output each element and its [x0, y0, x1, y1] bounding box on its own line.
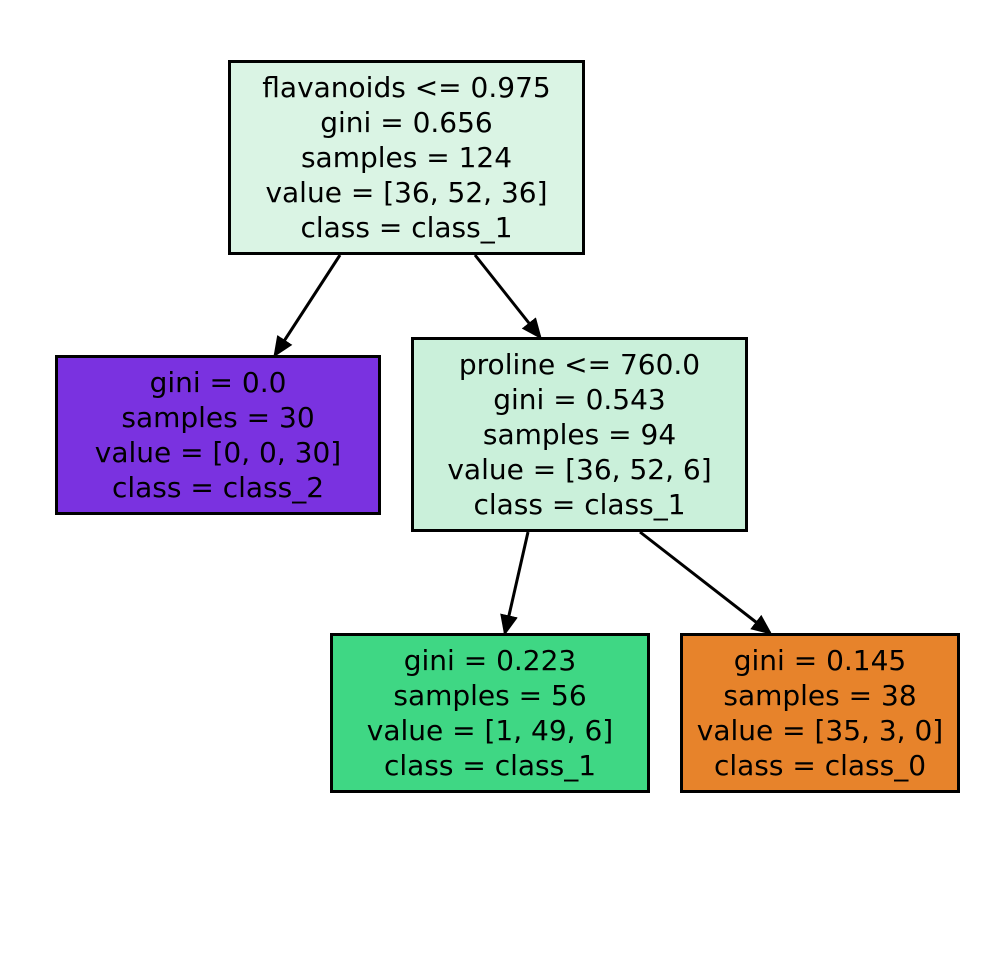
- node-text: class = class_1: [300, 210, 512, 245]
- node-text: value = [36, 52, 36]: [265, 175, 547, 210]
- node-text: class = class_2: [112, 470, 324, 505]
- node-text: gini = 0.223: [404, 643, 577, 678]
- node-text: class = class_1: [473, 487, 685, 522]
- node-text: value = [36, 52, 6]: [447, 452, 711, 487]
- node-text: samples = 56: [393, 678, 586, 713]
- node-text: samples = 124: [301, 140, 512, 175]
- node-text: class = class_0: [714, 748, 926, 783]
- tree-node-right-split: proline <= 760.0 gini = 0.543 samples = …: [411, 337, 748, 532]
- node-text: class = class_1: [384, 748, 596, 783]
- node-text: samples = 30: [121, 400, 314, 435]
- node-text: value = [0, 0, 30]: [95, 435, 341, 470]
- node-text: gini = 0.656: [320, 105, 493, 140]
- tree-node-left-leaf: gini = 0.0 samples = 30 value = [0, 0, 3…: [55, 355, 381, 515]
- tree-node-leaf-class0: gini = 0.145 samples = 38 value = [35, 3…: [680, 633, 960, 793]
- node-text: gini = 0.0: [150, 365, 287, 400]
- node-text: value = [35, 3, 0]: [697, 713, 943, 748]
- node-text: gini = 0.543: [493, 382, 666, 417]
- decision-tree-diagram: flavanoids <= 0.975 gini = 0.656 samples…: [0, 0, 990, 966]
- tree-node-root: flavanoids <= 0.975 gini = 0.656 samples…: [228, 60, 585, 255]
- node-text: gini = 0.145: [734, 643, 907, 678]
- node-text: proline <= 760.0: [459, 347, 700, 382]
- node-text: flavanoids <= 0.975: [262, 70, 550, 105]
- node-text: samples = 38: [723, 678, 916, 713]
- tree-node-leaf-class1: gini = 0.223 samples = 56 value = [1, 49…: [330, 633, 650, 793]
- node-text: value = [1, 49, 6]: [367, 713, 613, 748]
- node-text: samples = 94: [483, 417, 676, 452]
